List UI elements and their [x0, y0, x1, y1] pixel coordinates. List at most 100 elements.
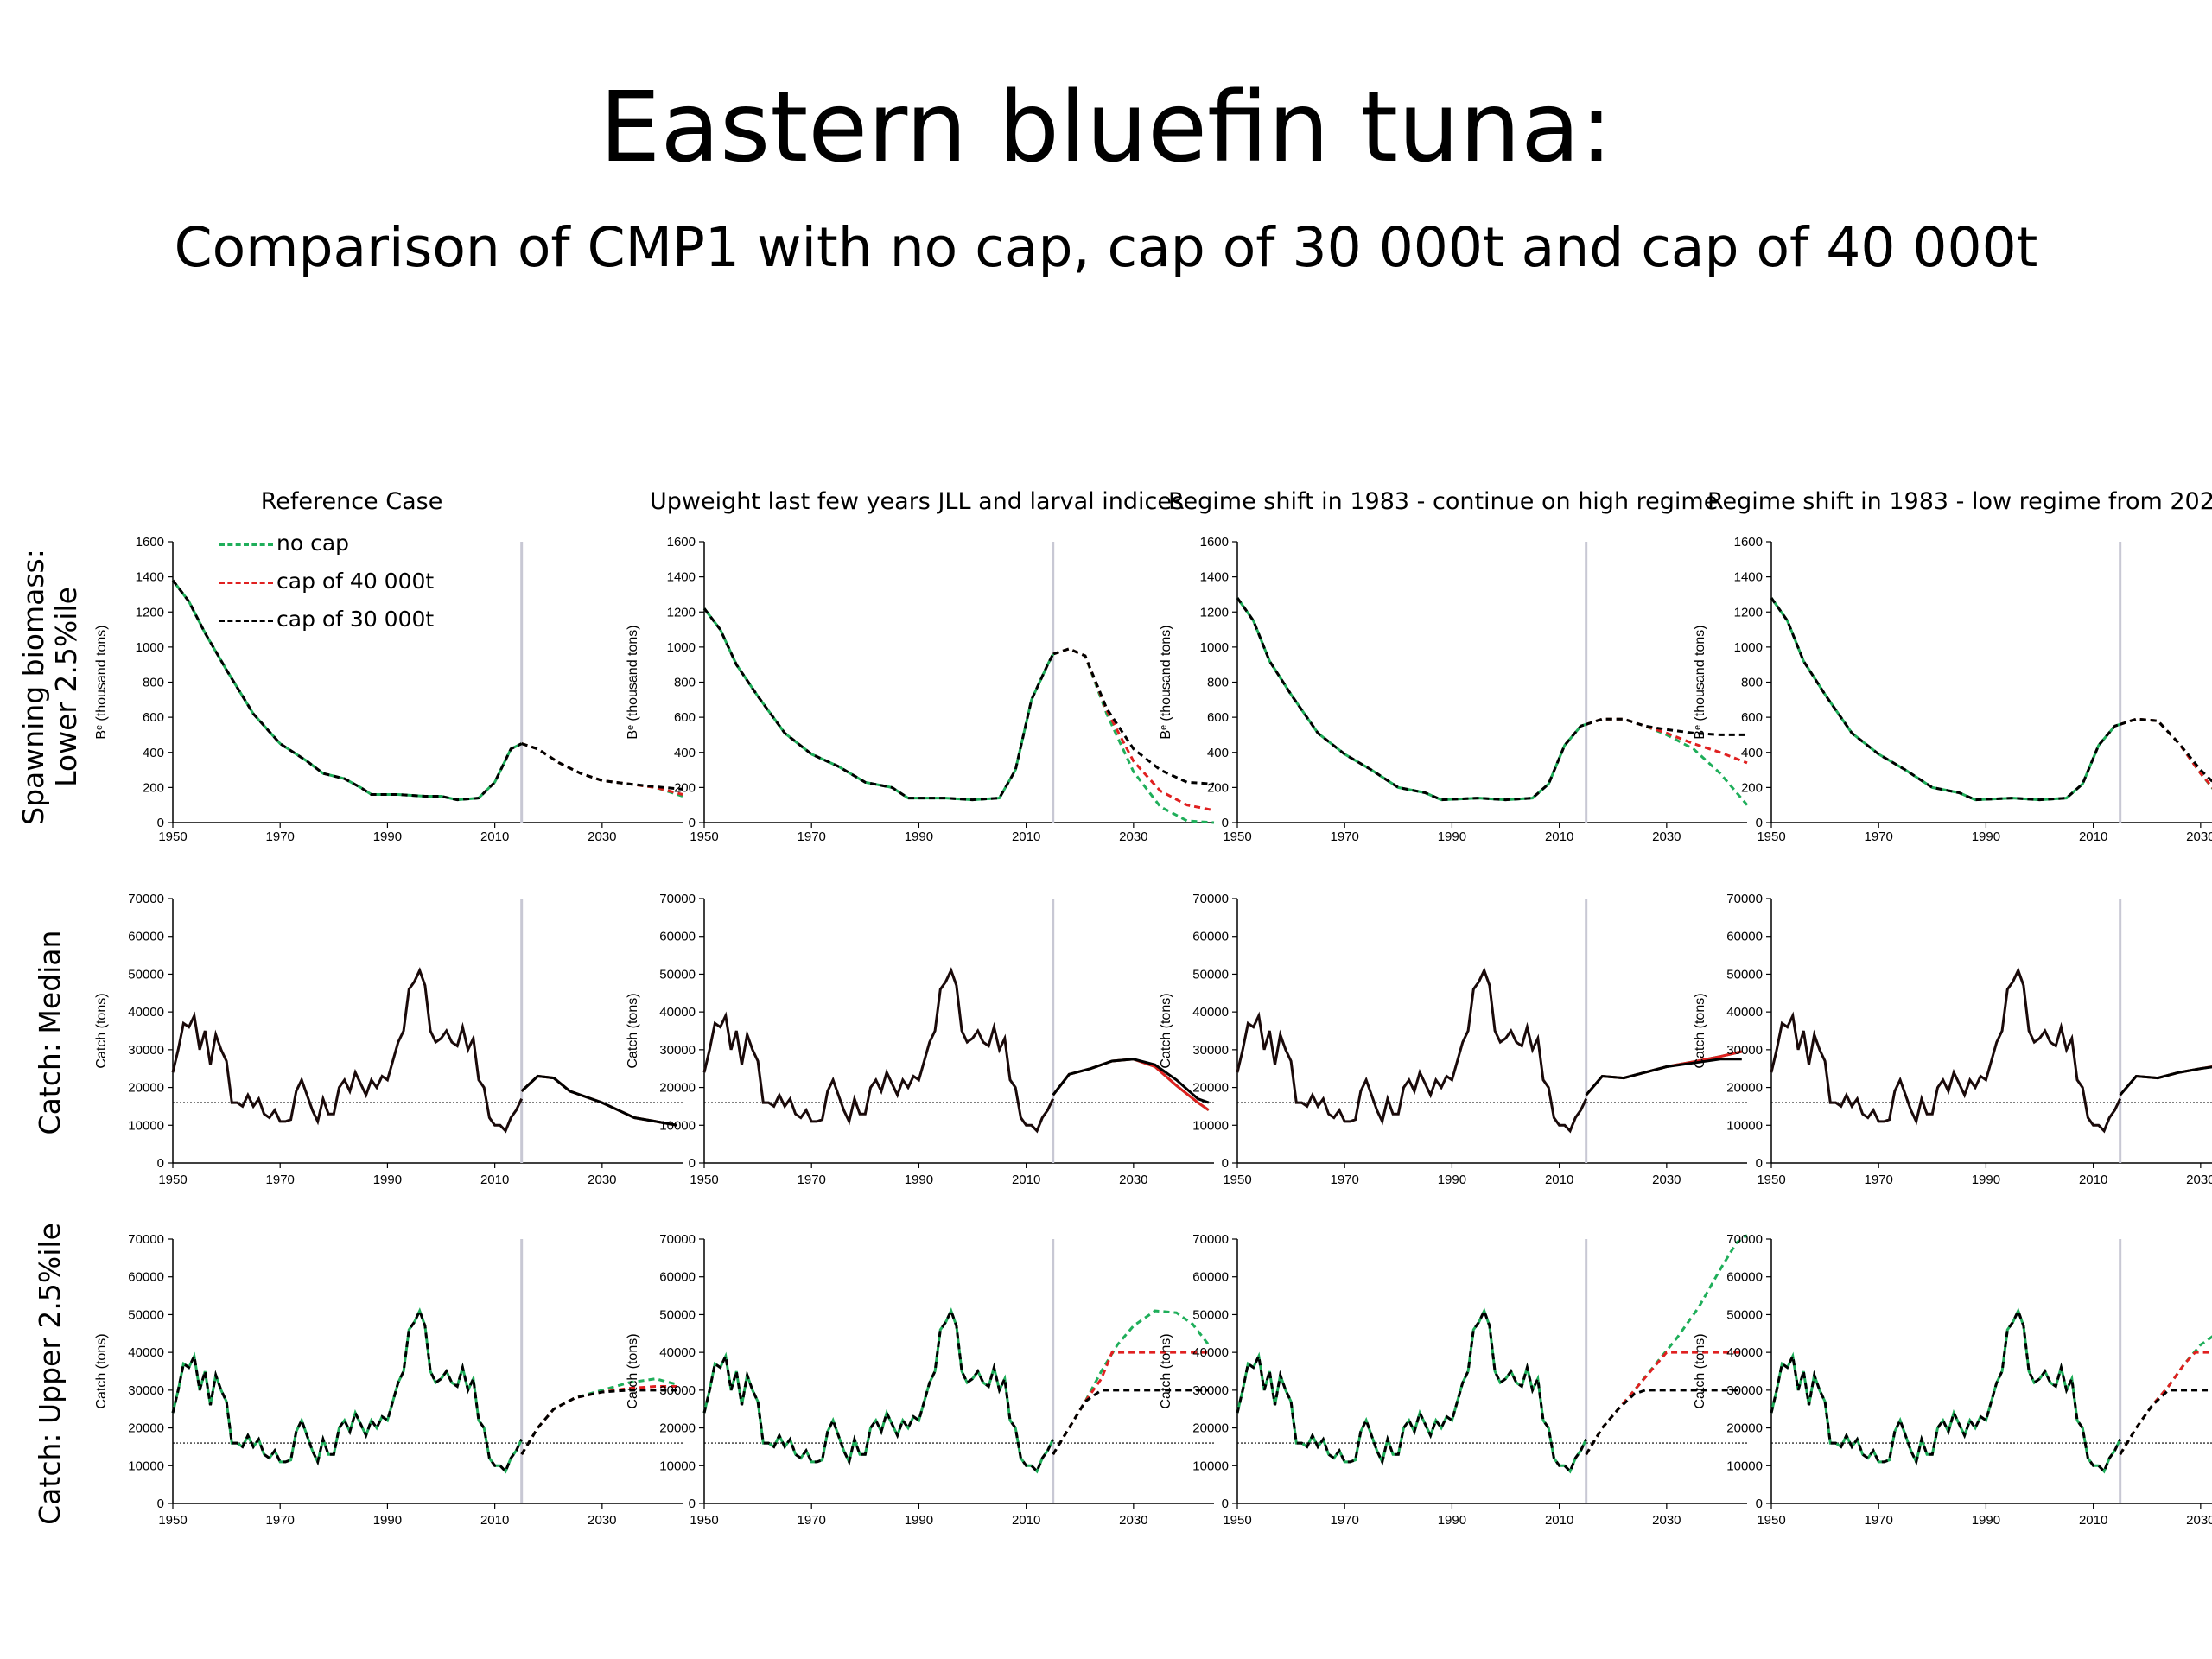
x-tick-label: 1950	[1223, 830, 1251, 844]
x-tick-label: 1970	[1865, 830, 1893, 844]
y-tick-label: 1000	[1200, 640, 1229, 655]
y-tick-label: 70000	[1192, 892, 1229, 906]
series-historic	[171, 1307, 524, 1474]
y-tick-label: 10000	[1192, 1459, 1229, 1473]
legend-label-cap-30: cap of 30 000t	[276, 607, 435, 632]
y-tick-label: 20000	[1726, 1081, 1763, 1096]
y-tick-label: 1600	[667, 535, 696, 550]
x-tick-label: 2010	[2079, 1173, 2107, 1187]
x-tick-label: 2030	[1119, 1513, 1147, 1528]
y-tick-label: 1600	[1200, 535, 1229, 550]
x-tick-label: 1970	[1865, 1513, 1893, 1528]
x-tick-label: 2010	[1012, 1513, 1040, 1528]
y-tick-label: 0	[1222, 1497, 1229, 1511]
x-tick-label: 1950	[690, 830, 718, 844]
x-tick-label: 1990	[1438, 1173, 1466, 1187]
y-tick-label: 400	[674, 746, 696, 760]
y-tick-label: 10000	[1726, 1118, 1763, 1133]
y-axis-title: Catch (tons)	[1159, 1333, 1173, 1408]
x-tick-label: 2030	[1119, 830, 1147, 844]
y-tick-label: 800	[143, 676, 164, 690]
y-tick-label: 20000	[1192, 1081, 1229, 1096]
series-no-cap	[1052, 1309, 1210, 1455]
x-tick-label: 2030	[1652, 1173, 1681, 1187]
y-tick-label: 600	[674, 710, 696, 725]
series-historic-base	[171, 1307, 524, 1474]
series-cap-40	[1585, 1050, 1743, 1096]
series-cap-40	[2119, 1065, 2212, 1096]
series-cap-40	[1052, 1351, 1209, 1455]
y-axis-title: Bᵉ (thousand tons)	[1693, 625, 1707, 739]
y-tick-label: 70000	[128, 892, 164, 906]
y-tick-label: 600	[1207, 710, 1229, 725]
x-tick-label: 1950	[158, 1173, 187, 1187]
y-tick-label: 20000	[659, 1081, 696, 1096]
y-tick-label: 60000	[1726, 1270, 1763, 1285]
y-tick-label: 50000	[1192, 1307, 1229, 1322]
y-tick-label: 20000	[128, 1421, 164, 1436]
series-historic-base	[1236, 1307, 1588, 1474]
x-tick-label: 2030	[2186, 830, 2212, 844]
y-tick-label: 70000	[1192, 1232, 1229, 1247]
y-tick-label: 0	[1222, 816, 1229, 830]
y-tick-label: 40000	[1726, 1005, 1763, 1020]
x-tick-label: 1950	[690, 1513, 718, 1528]
y-tick-label: 20000	[659, 1421, 696, 1436]
series-no-cap	[1585, 1234, 1748, 1455]
y-tick-label: 40000	[659, 1345, 696, 1360]
x-tick-label: 1990	[905, 1173, 933, 1187]
series-cap-30	[520, 1389, 677, 1455]
y-tick-label: 60000	[128, 930, 164, 944]
y-tick-label: 30000	[1192, 1383, 1229, 1398]
y-tick-label: 30000	[1726, 1043, 1763, 1058]
series-historic-base	[1236, 597, 1587, 802]
y-tick-label: 30000	[128, 1383, 164, 1398]
series-cap-30	[2120, 717, 2212, 784]
y-tick-label: 60000	[1192, 930, 1229, 944]
y-tick-label: 1600	[136, 535, 164, 550]
x-tick-label: 1990	[1972, 1513, 2000, 1528]
x-tick-label: 1950	[1757, 1513, 1785, 1528]
x-tick-label: 1970	[798, 1173, 826, 1187]
y-tick-label: 1400	[1734, 570, 1763, 585]
y-tick-label: 40000	[128, 1005, 164, 1020]
x-tick-label: 1990	[905, 1513, 933, 1528]
x-tick-label: 1990	[373, 830, 402, 844]
y-tick-label: 20000	[1726, 1421, 1763, 1436]
legend-label-cap-40: cap of 40 000t	[276, 569, 435, 594]
x-tick-label: 2010	[480, 830, 509, 844]
y-tick-label: 60000	[659, 1270, 696, 1285]
y-tick-label: 400	[1207, 746, 1229, 760]
y-tick-label: 10000	[128, 1118, 164, 1133]
y-tick-label: 30000	[128, 1043, 164, 1058]
x-tick-label: 2030	[1652, 830, 1681, 844]
x-tick-label: 1950	[1757, 830, 1785, 844]
y-tick-label: 400	[1741, 746, 1763, 760]
x-tick-label: 2030	[588, 1513, 616, 1528]
column-title-regime-low: Regime shift in 1983 - low regime from 2…	[1707, 488, 2212, 515]
y-tick-label: 20000	[128, 1081, 164, 1096]
series-cap-40	[2119, 1351, 2212, 1455]
x-tick-label: 2010	[2079, 1513, 2107, 1528]
series-historic	[1236, 1307, 1588, 1474]
y-tick-label: 60000	[128, 1270, 164, 1285]
y-tick-label: 70000	[659, 1232, 696, 1247]
x-tick-label: 1990	[373, 1513, 402, 1528]
x-tick-label: 1970	[798, 1513, 826, 1528]
x-tick-label: 2010	[1545, 1513, 1573, 1528]
y-tick-label: 800	[674, 676, 696, 690]
x-tick-label: 1950	[1223, 1513, 1251, 1528]
legend-swatch-cap-30	[219, 620, 273, 622]
y-tick-label: 0	[1756, 1497, 1763, 1511]
y-axis-title: Bᵉ (thousand tons)	[94, 625, 109, 739]
y-tick-label: 30000	[1726, 1383, 1763, 1398]
y-tick-label: 40000	[1192, 1345, 1229, 1360]
y-tick-label: 70000	[1726, 1232, 1763, 1247]
column-title-reference-case: Reference Case	[260, 488, 443, 515]
page-subtitle: Comparison of CMP1 with no cap, cap of 3…	[174, 216, 2038, 279]
series-no-cap	[2119, 1335, 2212, 1455]
x-tick-label: 2030	[2186, 1173, 2212, 1187]
series-cap-30	[521, 742, 683, 791]
y-tick-label: 0	[689, 1497, 696, 1511]
series-cap-40	[1052, 647, 1215, 812]
